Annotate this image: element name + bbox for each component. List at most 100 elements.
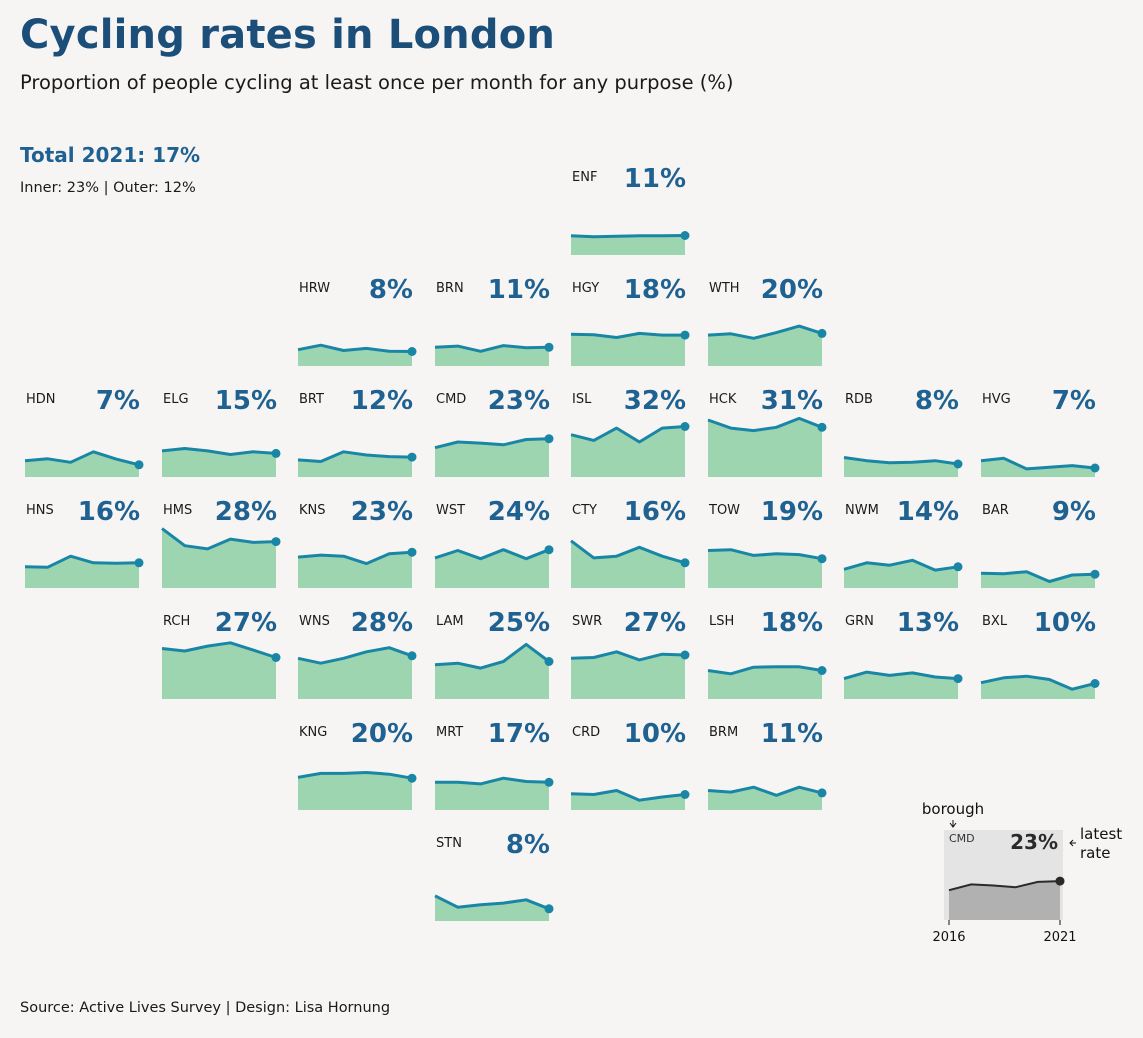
latest-point-brn xyxy=(544,342,554,352)
borough-rate: 8% xyxy=(369,275,413,305)
latest-point-cmd xyxy=(544,434,554,444)
borough-code: ENF xyxy=(572,170,597,185)
borough-rate: 20% xyxy=(351,719,413,749)
legend-borough-code: CMD xyxy=(949,832,975,845)
borough-rate: 18% xyxy=(761,608,823,638)
borough-code: ELG xyxy=(163,392,189,407)
latest-point-isl xyxy=(680,422,690,431)
borough-tile-brt: BRT 12% xyxy=(297,386,417,477)
latest-point-lsh xyxy=(817,666,827,675)
borough-rate: 17% xyxy=(488,719,550,749)
borough-code: HGY xyxy=(572,281,599,296)
area-brn xyxy=(435,345,549,366)
borough-tile-hdn: HDN 7% xyxy=(24,386,144,477)
borough-code: GRN xyxy=(845,614,874,629)
latest-point-bar xyxy=(1090,569,1100,579)
latest-point-hgy xyxy=(680,330,690,340)
trend-line-hns xyxy=(24,554,140,569)
borough-rate: 28% xyxy=(351,608,413,638)
area-nwm xyxy=(844,560,958,588)
legend-line xyxy=(948,880,1061,892)
latest-point-wst xyxy=(544,545,554,555)
trend-line-kns xyxy=(297,550,413,566)
borough-rate: 27% xyxy=(215,608,277,638)
borough-code: KNS xyxy=(299,503,326,518)
latest-point-stn xyxy=(544,904,554,914)
latest-point-rch xyxy=(271,653,281,662)
area-wst xyxy=(435,549,549,588)
borough-tile-nwm: NWM 14% xyxy=(843,497,963,588)
borough-rate: 14% xyxy=(897,497,959,527)
area-hrw xyxy=(298,345,412,366)
area-swr xyxy=(571,651,685,699)
area-grn xyxy=(844,672,958,699)
borough-tile-bxl: BXL 10% xyxy=(980,608,1100,699)
borough-rate: 13% xyxy=(897,608,959,638)
borough-tile-lsh: LSH 18% xyxy=(707,608,827,699)
legend-latest-annotation: latest xyxy=(1080,825,1122,843)
borough-tile-stn: STN 8% xyxy=(434,830,554,921)
area-mrt xyxy=(435,778,549,810)
borough-rate: 10% xyxy=(624,719,686,749)
borough-code: BXL xyxy=(982,614,1008,629)
borough-tile-lam: LAM 25% xyxy=(434,608,554,699)
latest-point-enf xyxy=(680,231,690,240)
latest-point-wth xyxy=(817,328,827,338)
borough-rate: 19% xyxy=(761,497,823,527)
borough-code: LSH xyxy=(709,614,734,629)
borough-tile-rch: RCH 27% xyxy=(161,608,281,699)
tiles-group: ENF 11% HRW 8% BRN 11% HGY 18% WTH 20% HDN 7% ELG 15%… xyxy=(24,164,1100,921)
trend-line-lsh xyxy=(707,665,823,676)
chart-subtitle: Proportion of people cycling at least on… xyxy=(20,71,734,94)
borough-rate: 7% xyxy=(96,386,140,416)
borough-tile-grn: GRN 13% xyxy=(843,608,963,699)
borough-rate: 32% xyxy=(624,386,686,416)
latest-point-mrt xyxy=(544,777,554,787)
borough-tile-crd: CRD 10% xyxy=(570,719,690,810)
borough-code: STN xyxy=(436,836,462,851)
latest-point-hdn xyxy=(134,460,144,470)
borough-code: NWM xyxy=(845,503,879,518)
borough-code: RDB xyxy=(845,392,873,407)
area-rch xyxy=(162,642,276,699)
borough-tile-brn: BRN 11% xyxy=(434,275,554,366)
legend-rate-annotation: rate xyxy=(1080,844,1110,862)
borough-code: HDN xyxy=(26,392,56,407)
borough-code: HCK xyxy=(709,392,737,407)
area-stn xyxy=(435,895,549,921)
legend-borough-arrowhead xyxy=(949,822,957,828)
area-brt xyxy=(298,451,412,477)
borough-tile-kng: KNG 20% xyxy=(297,719,417,810)
area-hgy xyxy=(571,333,685,366)
area-enf xyxy=(571,235,685,255)
legend-key: CMD 23% borough latest rate 2016 2021 xyxy=(922,800,1122,945)
trend-line-rdb xyxy=(843,456,959,466)
borough-rate: 15% xyxy=(215,386,277,416)
borough-code: HVG xyxy=(982,392,1011,407)
borough-code: BRM xyxy=(709,725,738,740)
trend-line-bar xyxy=(980,570,1096,583)
latest-point-hns xyxy=(134,558,144,568)
trend-line-hdn xyxy=(24,450,140,467)
trend-line-brm xyxy=(707,785,823,797)
borough-tile-wth: WTH 20% xyxy=(707,275,827,366)
trend-line-hvg xyxy=(980,456,1096,471)
borough-tile-hns: HNS 16% xyxy=(24,497,144,588)
borough-tile-cmd: CMD 23% xyxy=(434,386,554,477)
borough-tile-bar: BAR 9% xyxy=(980,497,1100,588)
area-bar xyxy=(981,571,1095,588)
borough-rate: 16% xyxy=(78,497,140,527)
borough-tile-rdb: RDB 8% xyxy=(843,386,963,477)
latest-point-swr xyxy=(680,650,690,660)
area-cty xyxy=(571,540,685,588)
trend-line-lam xyxy=(434,642,550,670)
trend-line-stn xyxy=(434,894,550,911)
borough-tile-elg: ELG 15% xyxy=(161,386,281,477)
borough-rate: 18% xyxy=(624,275,686,305)
borough-code: HMS xyxy=(163,503,192,518)
latest-point-hms xyxy=(271,537,281,547)
trend-line-bxl xyxy=(980,674,1096,691)
borough-code: LAM xyxy=(436,614,464,629)
latest-point-tow xyxy=(817,554,827,564)
area-bxl xyxy=(981,676,1095,699)
